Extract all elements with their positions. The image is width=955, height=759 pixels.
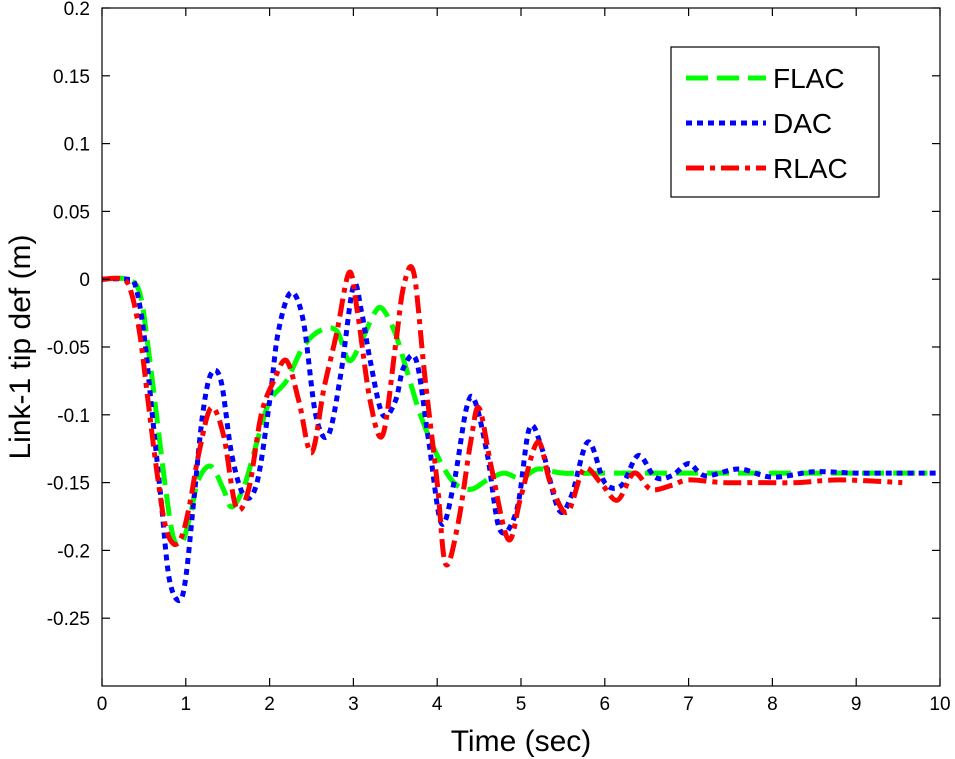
y-tick-label: 0.15 <box>53 67 90 88</box>
y-tick-label: 0.1 <box>64 135 90 156</box>
series-line-dac <box>101 276 936 604</box>
series-line-rlac <box>101 264 903 568</box>
x-tick-label: 3 <box>348 694 359 715</box>
series-layer <box>101 264 936 604</box>
x-tick-label: 9 <box>851 694 862 715</box>
y-tick-label: -0.05 <box>47 338 90 359</box>
y-tick-label: -0.25 <box>47 609 90 630</box>
y-tick-label: -0.1 <box>57 406 90 427</box>
x-axis-label: Time (sec) <box>451 725 592 758</box>
x-tick-label: 6 <box>600 694 611 715</box>
x-tick-label: 5 <box>516 694 527 715</box>
x-tick-label: 4 <box>432 694 443 715</box>
y-tick-label: 0 <box>79 270 90 291</box>
y-tick-label: 0.2 <box>64 0 90 20</box>
x-tick-label: 1 <box>181 694 192 715</box>
x-tick-label: 8 <box>767 694 778 715</box>
legend: FLAC DAC RLAC <box>670 46 880 198</box>
legend-label-rlac: RLAC <box>773 153 848 184</box>
x-tick-label: 10 <box>929 694 950 715</box>
series-line-flac <box>101 275 928 549</box>
y-tick-label: -0.15 <box>47 474 90 495</box>
legend-label-flac: FLAC <box>773 63 845 94</box>
x-tick-label: 2 <box>264 694 275 715</box>
y-tick-label: -0.2 <box>57 541 90 562</box>
tick-layer: 0 1 2 3 4 5 6 7 8 9 10 0.2 0.15 0.1 0.05 0 -0.05 -0.1 -0.1… <box>47 0 951 715</box>
legend-box <box>670 46 880 198</box>
y-axis-label: Link-1 tip def (m) <box>4 234 37 459</box>
legend-label-dac: DAC <box>773 108 832 139</box>
x-tick-label: 7 <box>683 694 694 715</box>
y-tick-label: 0.05 <box>53 202 90 223</box>
x-tick-label: 0 <box>97 694 108 715</box>
